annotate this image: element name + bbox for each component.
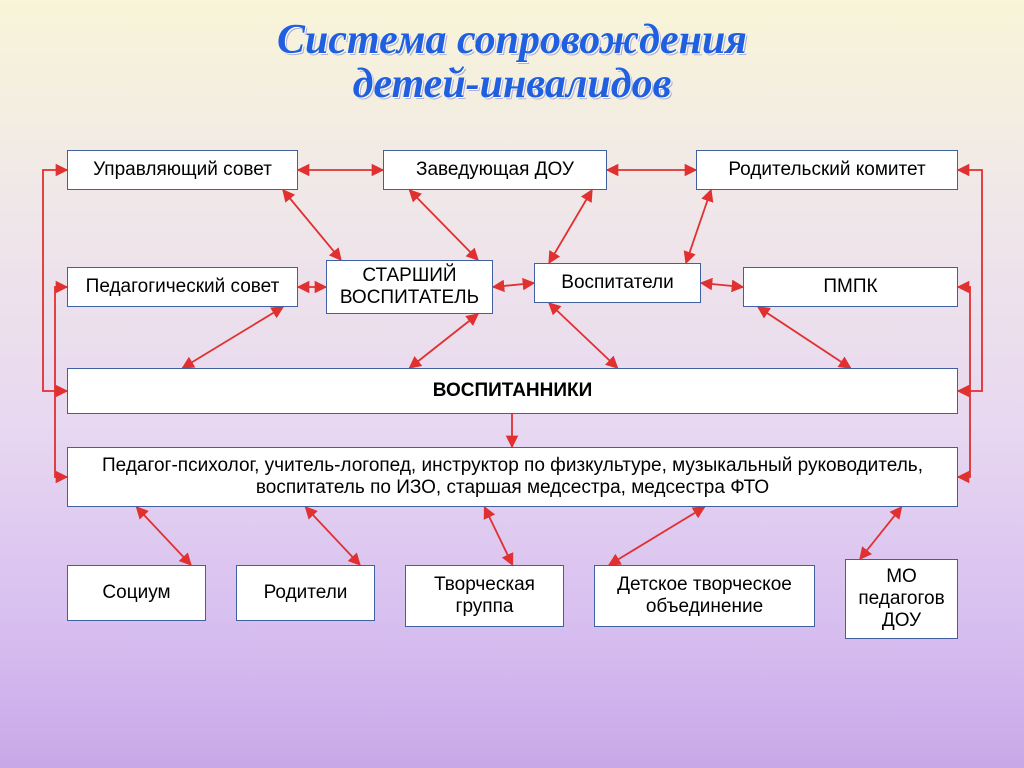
- node-r3: ВОСПИТАННИКИ: [67, 368, 958, 414]
- node-r5a: Социум: [67, 565, 206, 621]
- node-r2c: Воспитатели: [534, 263, 701, 303]
- title-line2: детей-инвалидов: [353, 61, 672, 107]
- node-r5c: Творческаягруппа: [405, 565, 564, 627]
- node-r5b: Родители: [236, 565, 375, 621]
- node-r5e: МОпедагоговДОУ: [845, 559, 958, 639]
- node-r5d: Детское творческоеобъединение: [594, 565, 815, 627]
- node-r1b: Заведующая ДОУ: [383, 150, 607, 190]
- node-r1a: Управляющий совет: [67, 150, 298, 190]
- node-r2b: СТАРШИЙВОСПИТАТЕЛЬ: [326, 260, 493, 314]
- diagram-title: Система сопровождения детей-инвалидов: [0, 0, 1024, 106]
- node-r2d: ПМПК: [743, 267, 958, 307]
- node-r1c: Родительский комитет: [696, 150, 958, 190]
- node-r4: Педагог-психолог, учитель-логопед, инстр…: [67, 447, 958, 507]
- title-line1: Система сопровождения: [277, 17, 747, 63]
- node-r2a: Педагогический совет: [67, 267, 298, 307]
